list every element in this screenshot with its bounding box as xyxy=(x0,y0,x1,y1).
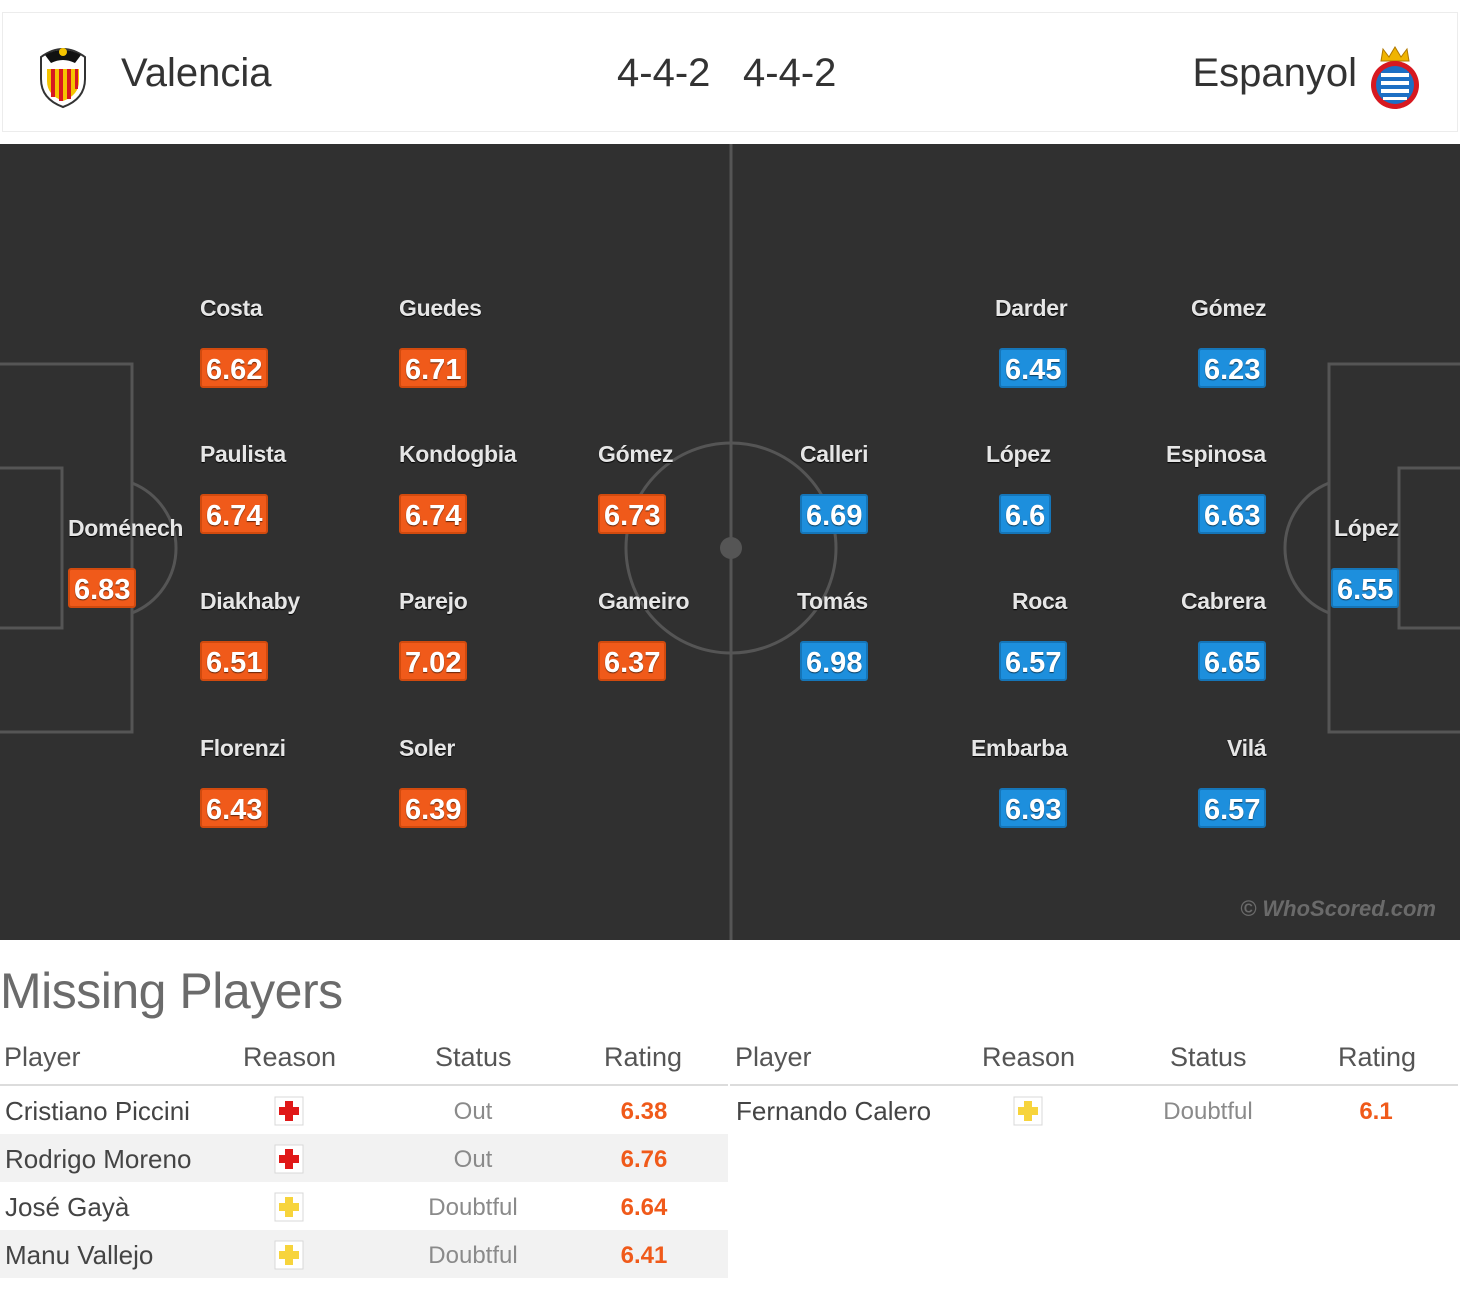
player-name[interactable]: Soler xyxy=(399,735,456,761)
player-name[interactable]: Guedes xyxy=(399,295,482,321)
player-name[interactable]: Gómez xyxy=(1191,295,1267,321)
player-rating-badge: 6.74 xyxy=(399,494,468,534)
missing-player-name[interactable]: Manu Vallejo xyxy=(5,1240,154,1270)
away-team-name[interactable]: Espanyol xyxy=(1192,51,1357,95)
doubtful-icon xyxy=(274,1192,304,1222)
table-header: Player Reason Status Rating xyxy=(730,1036,1458,1086)
missing-player-rating: 6.64 xyxy=(620,1194,668,1221)
missing-players-home-table: Player Reason Status Rating Cristiano Pi… xyxy=(0,1036,728,1278)
player-rating-badge: 6.93 xyxy=(999,788,1068,828)
player-rating-badge: 6.6 xyxy=(999,494,1052,534)
player-name[interactable]: Diakhaby xyxy=(200,588,300,614)
player-rating-badge: 6.83 xyxy=(68,568,137,608)
column-header-status[interactable]: Status xyxy=(435,1042,512,1072)
player-name[interactable]: Darder xyxy=(995,295,1068,321)
pitch-lines xyxy=(0,144,1460,940)
player-name[interactable]: Paulista xyxy=(200,441,286,467)
table-row[interactable]: Rodrigo Moreno Out 6.76 xyxy=(0,1134,728,1182)
table-row[interactable]: Manu Vallejo Doubtful 6.41 xyxy=(0,1230,728,1278)
player-name[interactable]: Roca xyxy=(1012,588,1068,614)
player-name[interactable]: Embarba xyxy=(971,735,1068,761)
player-rating-badge: 6.71 xyxy=(399,348,468,388)
missing-player-status: Out xyxy=(453,1146,493,1173)
player-rating-badge: 6.73 xyxy=(598,494,667,534)
match-header: Valencia 4-4-2 4-4-2 Espanyol xyxy=(2,12,1458,132)
player-rating-badge: 6.69 xyxy=(800,494,869,534)
home-formation: 4-4-2 xyxy=(617,51,711,95)
missing-player-name[interactable]: Cristiano Piccini xyxy=(5,1096,190,1126)
player-name[interactable]: Doménech xyxy=(68,515,184,541)
column-header-player[interactable]: Player xyxy=(4,1042,81,1072)
player-rating-badge: 6.51 xyxy=(200,641,269,681)
player-rating-badge: 6.63 xyxy=(1198,494,1267,534)
table-header: Player Reason Status Rating xyxy=(0,1036,728,1086)
player-rating-badge: 6.45 xyxy=(999,348,1068,388)
column-header-player[interactable]: Player xyxy=(735,1042,812,1072)
player-name[interactable]: Vilá xyxy=(1227,735,1267,761)
player-name[interactable]: Espinosa xyxy=(1166,441,1266,467)
player-name[interactable]: Gameiro xyxy=(598,588,690,614)
watermark: © WhoScored.com xyxy=(1240,896,1436,921)
player-rating-badge: 6.37 xyxy=(598,641,667,681)
doubtful-icon xyxy=(274,1240,304,1270)
player-name[interactable]: Gómez xyxy=(598,441,674,467)
missing-player-name[interactable]: Rodrigo Moreno xyxy=(5,1144,192,1174)
missing-player-status: Doubtful xyxy=(1163,1098,1253,1125)
away-formation: 4-4-2 xyxy=(743,51,837,95)
injury-icon xyxy=(274,1096,304,1126)
missing-player-status: Doubtful xyxy=(428,1194,518,1221)
player-name[interactable]: Costa xyxy=(200,295,263,321)
player-rating-badge: 6.62 xyxy=(200,348,269,388)
pitch: Doménech 6.83 Costa 6.62 Paulista 6.74 Diakhab… xyxy=(0,144,1460,940)
missing-player-rating: 6.76 xyxy=(620,1146,668,1173)
espanyol-crest-icon xyxy=(1371,46,1419,109)
column-header-status[interactable]: Status xyxy=(1170,1042,1247,1072)
player-name[interactable]: Florenzi xyxy=(200,735,286,761)
player-name[interactable]: Calleri xyxy=(800,441,869,467)
player-rating-badge: 6.57 xyxy=(1198,788,1267,828)
missing-player-name[interactable]: José Gayà xyxy=(5,1192,130,1222)
player-rating-badge: 6.57 xyxy=(999,641,1068,681)
missing-players-title: Missing Players xyxy=(0,963,343,1019)
column-header-reason[interactable]: Reason xyxy=(243,1042,337,1072)
missing-player-name[interactable]: Fernando Calero xyxy=(736,1096,932,1126)
player-rating-badge: 6.74 xyxy=(200,494,269,534)
valencia-crest-icon xyxy=(40,48,86,109)
injury-icon xyxy=(274,1144,304,1174)
column-header-reason[interactable]: Reason xyxy=(982,1042,1076,1072)
player-rating-badge: 7.02 xyxy=(399,641,468,681)
player-name[interactable]: López xyxy=(986,441,1051,467)
table-row[interactable]: Cristiano Piccini Out 6.38 xyxy=(0,1086,728,1134)
player-rating-badge: 6.98 xyxy=(800,641,869,681)
home-team-name[interactable]: Valencia xyxy=(121,51,272,95)
missing-player-rating: 6.38 xyxy=(620,1098,668,1125)
player-rating-badge: 6.39 xyxy=(399,788,468,828)
player-rating-badge: 6.65 xyxy=(1198,641,1267,681)
missing-player-rating: 6.41 xyxy=(620,1242,668,1269)
doubtful-icon xyxy=(1013,1096,1043,1126)
player-rating-badge: 6.55 xyxy=(1331,568,1400,608)
player-name[interactable]: Cabrera xyxy=(1181,588,1266,614)
table-row[interactable]: Fernando Calero Doubtful 6.1 xyxy=(730,1086,1458,1134)
table-row[interactable]: José Gayà Doubtful 6.64 xyxy=(0,1182,728,1230)
missing-players-away-table: Player Reason Status Rating Fernando Cal… xyxy=(730,1036,1458,1134)
player-name[interactable]: López xyxy=(1334,515,1399,541)
player-name[interactable]: Tomás xyxy=(797,588,868,614)
column-header-rating[interactable]: Rating xyxy=(604,1042,683,1072)
missing-player-status: Out xyxy=(453,1098,493,1125)
player-name[interactable]: Kondogbia xyxy=(399,441,517,467)
missing-player-rating: 6.1 xyxy=(1359,1098,1393,1125)
missing-player-status: Doubtful xyxy=(428,1242,518,1269)
player-rating-badge: 6.43 xyxy=(200,788,269,828)
player-name[interactable]: Parejo xyxy=(399,588,468,614)
column-header-rating[interactable]: Rating xyxy=(1338,1042,1417,1072)
player-rating-badge: 6.23 xyxy=(1198,348,1267,388)
